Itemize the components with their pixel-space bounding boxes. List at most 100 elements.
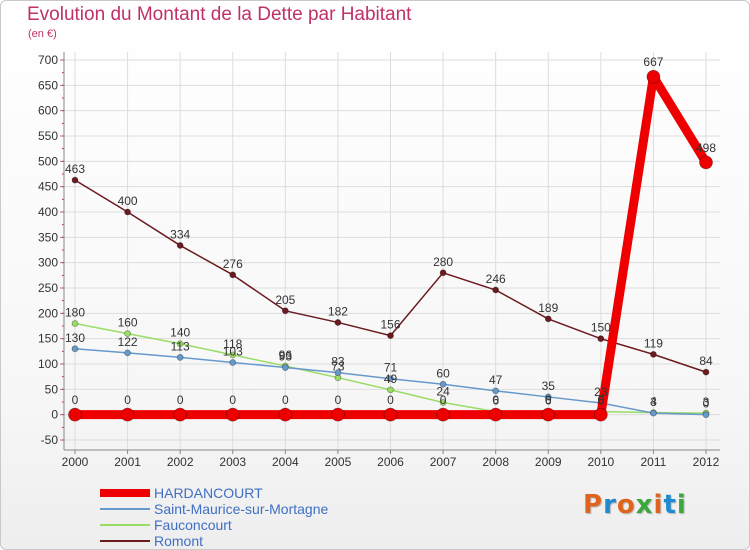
data-point-fauconcourt [439, 399, 447, 406]
logo-letter: r [603, 490, 617, 520]
data-point-romont [492, 286, 500, 294]
data-point-saint-maurice-sur-mortagne [702, 411, 710, 419]
data-point-hardancourt [541, 407, 556, 422]
data-label-romont: 182 [328, 304, 348, 318]
data-label-saint-maurice-sur-mortagne: 130 [65, 331, 85, 345]
data-label-saint-maurice-sur-mortagne: 60 [436, 366, 450, 380]
legend-swatch-fauconcourt [100, 524, 150, 526]
data-label-saint-maurice-sur-mortagne: 93 [279, 350, 293, 364]
data-point-hardancourt [331, 407, 345, 422]
legend-label-hardancourt: HARDANCOURT [154, 485, 263, 501]
data-point-hardancourt [699, 155, 713, 170]
data-label-fauconcourt: 4 [650, 395, 657, 409]
data-point-hardancourt [436, 407, 450, 422]
x-tick-label: 2009 [535, 455, 562, 469]
data-label-hardancourt: 498 [696, 141, 716, 155]
y-tick-label: 150 [38, 332, 58, 346]
data-label-romont: 119 [644, 336, 663, 350]
data-point-saint-maurice-sur-mortagne [439, 380, 447, 388]
legend-item-hardancourt[interactable]: HARDANCOURT [100, 485, 328, 501]
data-label-romont: 189 [538, 301, 558, 315]
data-point-hardancourt [593, 407, 608, 422]
data-point-hardancourt [173, 407, 188, 422]
data-label-romont: 276 [223, 257, 243, 271]
legend: HARDANCOURT Saint-Maurice-sur-Mortagne F… [100, 485, 328, 549]
x-tick-label: 2004 [272, 455, 299, 469]
x-tick-label: 2010 [587, 455, 614, 469]
data-label-fauconcourt: 140 [170, 326, 190, 340]
logo-letter: i [676, 490, 687, 520]
y-tick-label: 600 [38, 104, 58, 118]
data-point-romont [229, 271, 237, 279]
legend-swatch-saint-maurice [100, 508, 150, 510]
data-label-saint-maurice-sur-mortagne: 0 [703, 397, 710, 411]
data-label-hardancourt: 0 [492, 393, 499, 407]
data-point-fauconcourt [71, 320, 79, 327]
legend-item-romont[interactable]: Romont [100, 533, 328, 549]
data-point-fauconcourt [387, 386, 394, 394]
x-tick-label: 2012 [693, 455, 720, 469]
x-tick-label: 2007 [430, 455, 457, 469]
logo-letter: i [653, 490, 664, 520]
data-point-romont [650, 350, 657, 358]
data-point-romont [71, 176, 79, 184]
data-label-hardancourt: 0 [597, 393, 604, 407]
y-tick-label: 0 [51, 408, 58, 422]
data-point-romont [387, 332, 394, 340]
y-tick-label: 500 [38, 154, 58, 168]
data-label-hardancourt: 667 [643, 55, 663, 69]
data-label-saint-maurice-sur-mortagne: 103 [223, 344, 243, 358]
data-label-fauconcourt: 49 [384, 372, 398, 386]
data-label-saint-maurice-sur-mortagne: 23 [594, 385, 608, 399]
data-point-romont [281, 307, 289, 315]
data-label-fauconcourt: 96 [279, 348, 293, 362]
legend-swatch-hardancourt [100, 489, 150, 497]
data-label-saint-maurice-sur-mortagne: 83 [331, 355, 345, 369]
legend-item-fauconcourt[interactable]: Fauconcourt [100, 517, 328, 533]
y-tick-label: 250 [38, 281, 58, 295]
y-tick-label: 650 [38, 78, 58, 92]
logo-letter: P [583, 490, 604, 520]
legend-swatch-romont [100, 540, 150, 542]
data-label-romont: 280 [433, 255, 453, 269]
data-point-romont [544, 315, 552, 323]
x-tick-label: 2003 [219, 455, 246, 469]
x-tick-label: 2002 [167, 455, 194, 469]
y-tick-label: 300 [38, 256, 58, 270]
data-label-fauconcourt: 6 [545, 394, 552, 408]
y-tick-label: 50 [45, 382, 59, 396]
data-label-hardancourt: 0 [335, 393, 342, 407]
legend-label-romont: Romont [154, 533, 204, 549]
logo-letter: x [635, 490, 654, 520]
data-point-hardancourt [120, 407, 135, 422]
data-label-saint-maurice-sur-mortagne: 35 [542, 379, 556, 393]
y-tick-label: 550 [38, 129, 58, 143]
x-tick-label: 2000 [62, 455, 89, 469]
data-label-saint-maurice-sur-mortagne: 71 [384, 361, 398, 375]
x-tick-label: 2008 [482, 455, 509, 469]
data-point-fauconcourt [124, 330, 131, 338]
legend-item-saint-maurice[interactable]: Saint-Maurice-sur-Mortagne [100, 501, 328, 517]
data-label-saint-maurice-sur-mortagne: 122 [118, 335, 138, 349]
series-group [68, 69, 713, 422]
y-tick-label: -50 [41, 433, 59, 447]
legend-label-saint-maurice: Saint-Maurice-sur-Mortagne [154, 501, 329, 517]
y-tick-label: 200 [38, 306, 58, 320]
data-point-romont [439, 269, 447, 277]
data-point-saint-maurice-sur-mortagne [229, 359, 237, 366]
chart-subtitle: (en €) [28, 28, 57, 40]
data-point-saint-maurice-sur-mortagne [387, 375, 394, 383]
data-point-hardancourt [488, 407, 503, 422]
data-label-fauconcourt: 3 [703, 395, 710, 409]
data-label-hardancourt: 0 [229, 393, 236, 407]
data-label-fauconcourt: 6 [492, 394, 499, 408]
data-point-hardancourt [225, 407, 240, 422]
data-point-saint-maurice-sur-mortagne [281, 364, 289, 371]
data-label-romont: 84 [699, 354, 713, 368]
data-label-fauconcourt: 6 [597, 394, 604, 408]
data-label-fauconcourt: 180 [65, 305, 85, 319]
data-label-hardancourt: 0 [282, 393, 289, 407]
data-label-fauconcourt: 24 [436, 385, 450, 399]
data-label-saint-maurice-sur-mortagne: 113 [171, 339, 190, 353]
